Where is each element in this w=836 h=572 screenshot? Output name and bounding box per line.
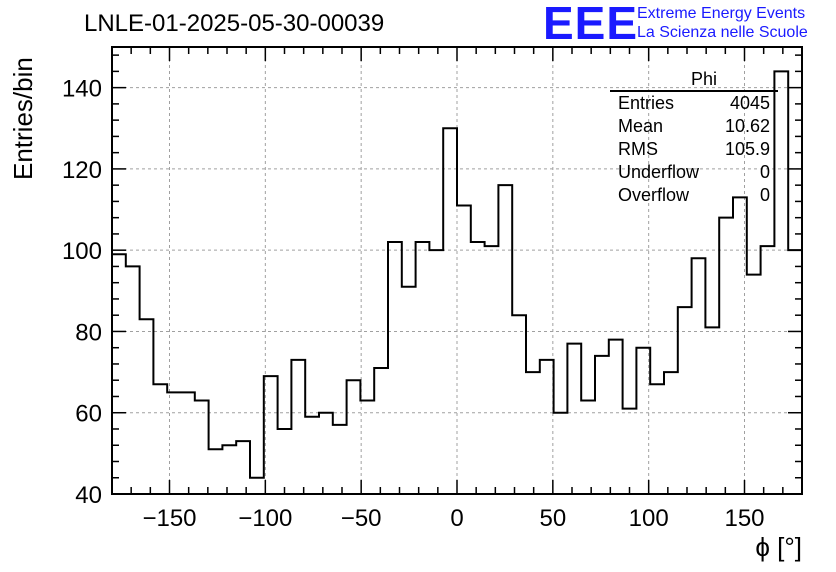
histogram-bin: [443, 128, 457, 494]
y-tick-label: 80: [75, 319, 102, 346]
histogram-bin: [512, 315, 526, 494]
stats-name: Phi: [610, 68, 778, 92]
y-tick-label: 40: [75, 482, 102, 509]
histogram-bin: [761, 246, 775, 494]
stats-row-underflow: Underflow 0: [610, 161, 778, 184]
histogram-bin: [719, 218, 733, 494]
histogram-bin: [788, 250, 802, 494]
histogram-bin: [264, 376, 278, 494]
y-tick-label: 120: [62, 157, 102, 184]
histogram-bin: [236, 441, 250, 494]
x-tick-label: −50: [341, 505, 382, 532]
stats-value: 105.9: [724, 139, 770, 159]
histogram-bin: [140, 319, 154, 494]
histogram-bin: [554, 413, 568, 494]
histogram-bin: [347, 380, 361, 494]
histogram-bin: [222, 445, 236, 494]
histogram-bin: [623, 409, 637, 494]
histogram-bin: [153, 384, 167, 494]
histogram-bin: [305, 417, 319, 494]
histogram-bin: [416, 242, 430, 494]
stats-value: 10.62: [724, 116, 770, 136]
histogram-bin: [112, 254, 126, 494]
histogram-bin: [567, 344, 581, 494]
histogram-bin: [485, 246, 499, 494]
histogram-bin: [650, 384, 664, 494]
histogram-bin: [388, 242, 402, 494]
histogram-bin: [333, 425, 347, 494]
x-tick-label: 0: [450, 505, 463, 532]
stats-box: Phi Entries 4045 Mean 10.62 RMS 105.9 Un…: [610, 68, 778, 207]
eee-logo-caption: Extreme Energy Events La Scienza nelle S…: [637, 4, 808, 42]
histogram-bin: [429, 250, 443, 494]
y-tick-label: 140: [62, 76, 102, 103]
histogram-bin: [402, 287, 416, 494]
histogram-bin: [664, 372, 678, 494]
x-tick-label: 150: [724, 505, 764, 532]
histogram-bin: [250, 478, 264, 494]
x-tick-label: 50: [539, 505, 566, 532]
histogram-bin: [705, 327, 719, 494]
histogram-title: LNLE-01-2025-05-30-00039: [84, 10, 385, 37]
y-tick-label: 100: [62, 238, 102, 265]
stats-value: 0: [759, 162, 770, 182]
stats-label: Entries: [618, 93, 675, 113]
histogram-bin: [636, 348, 650, 494]
stats-value: 0: [759, 185, 770, 205]
histogram-bin: [319, 413, 333, 494]
logo-line-2: La Scienza nelle Scuole: [637, 24, 808, 41]
stats-label: RMS: [618, 139, 658, 159]
histogram-bin: [457, 205, 471, 494]
stats-label: Mean: [618, 116, 664, 136]
logo-line-1: Extreme Energy Events: [637, 5, 806, 22]
histogram-bin: [291, 360, 305, 494]
histogram-bin: [595, 356, 609, 494]
stats-row-rms: RMS 105.9: [610, 138, 778, 161]
histogram-bin: [526, 372, 540, 494]
histogram-bin: [747, 275, 761, 494]
histogram-bin: [195, 401, 209, 494]
x-tick-label: −150: [142, 505, 196, 532]
histogram-bin: [471, 242, 485, 494]
y-axis-label: Entries/bin: [8, 57, 38, 180]
x-tick-label: −100: [238, 505, 292, 532]
histogram-bin: [498, 185, 512, 494]
stats-row-mean: Mean 10.62: [610, 115, 778, 138]
y-tick-label: 60: [75, 401, 102, 428]
stats-label: Underflow: [618, 162, 700, 182]
histogram-line: [112, 70, 802, 479]
histogram-bin: [278, 429, 292, 494]
histogram-bin: [360, 401, 374, 494]
histogram-bin: [126, 266, 140, 494]
eee-logo: EEE: [543, 0, 639, 49]
stats-label: Overflow: [618, 185, 690, 205]
x-tick-label: 100: [629, 505, 669, 532]
histogram-bin: [374, 368, 388, 494]
histogram-bin: [181, 392, 195, 494]
stats-row-entries: Entries 4045: [610, 92, 778, 115]
stats-row-overflow: Overflow 0: [610, 184, 778, 207]
histogram-bin: [692, 258, 706, 494]
histogram-bin: [609, 340, 623, 494]
stats-value: 4045: [729, 93, 770, 113]
x-axis-label: ϕ [°]: [755, 532, 802, 562]
histogram-bin: [540, 360, 554, 494]
histogram-bin: [678, 307, 692, 494]
histogram-bin: [581, 401, 595, 494]
histogram-bin: [209, 449, 223, 494]
